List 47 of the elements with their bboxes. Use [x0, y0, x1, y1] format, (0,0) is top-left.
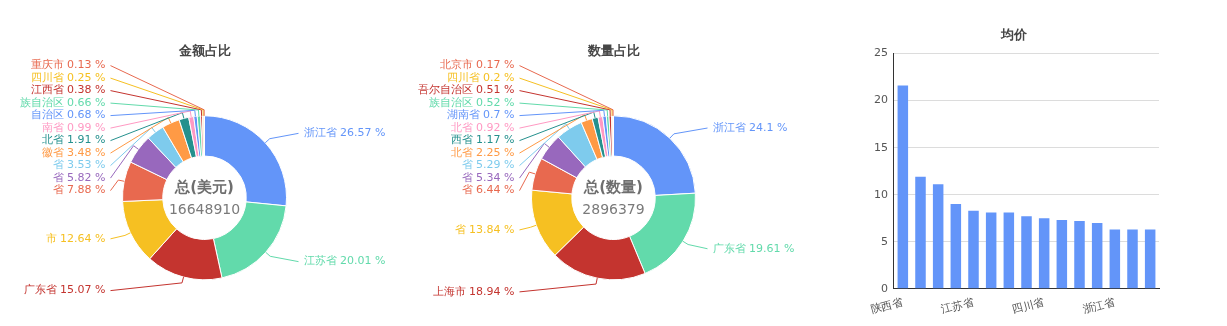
slice-label: 省 5.29 %	[461, 158, 515, 172]
slice-label: 浙江省 24.1 %	[712, 120, 788, 134]
chart-title: 均价	[999, 27, 1028, 43]
slice-label: 徽省 3.48 %	[41, 145, 106, 159]
slice-label: 北京市 0.17 %	[439, 58, 515, 72]
slice-label: 北省 1.91 %	[41, 133, 106, 147]
y-tick-label: 10	[874, 187, 888, 201]
slice-label: 江苏省 20.01 %	[303, 254, 386, 268]
slice-label: 省 3.53 %	[52, 158, 106, 172]
chart-title: 数量占比	[586, 43, 640, 59]
slice-label: 吾尔自治区 0.51 %	[417, 83, 515, 97]
slice-label: 西省 1.17 %	[450, 133, 515, 147]
slice-label: 省 5.34 %	[461, 170, 515, 184]
slice-label: 省 5.82 %	[52, 170, 106, 184]
slice-label: 江西省 0.38 %	[30, 83, 106, 97]
x-tick-label: 浙江省	[1081, 295, 1117, 317]
slice-label: 自治区 0.68 %	[30, 108, 106, 122]
slice-label: 族自治区 0.66 %	[19, 95, 106, 109]
slice-label: 广东省 19.61 %	[712, 241, 795, 255]
text: 总(数量)	[583, 177, 643, 196]
text: 2896379	[582, 201, 645, 218]
x-tick-label: 江苏省	[939, 295, 976, 317]
slice-label: 南省 0.99 %	[41, 120, 106, 134]
slice-label: 上海市 18.94 %	[432, 284, 515, 298]
slice-label: 重庆市 0.13 %	[30, 58, 106, 72]
text: 16648910	[168, 201, 241, 218]
x-tick-label: 四川省	[1010, 295, 1046, 317]
slice-label: 浙江省 26.57 %	[303, 126, 386, 140]
y-tick-label: 25	[874, 46, 888, 60]
y-tick-label: 0	[881, 281, 888, 295]
slice-label: 族自治区 0.52 %	[428, 95, 515, 109]
slice-label: 省 13.84 %	[454, 222, 515, 236]
chart-title: 金额占比	[177, 43, 231, 59]
slice-label: 四川省 0.2 %	[446, 70, 515, 84]
slice-label: 省 6.44 %	[461, 183, 515, 197]
x-tick-label: 陕西省	[869, 295, 905, 317]
slice-label: 省 7.88 %	[52, 183, 106, 197]
slice-label: 广东省 15.07 %	[23, 283, 106, 297]
y-tick-label: 15	[874, 140, 888, 154]
y-tick-label: 5	[881, 234, 888, 248]
slice-label: 湖南省 0.7 %	[446, 108, 515, 122]
y-tick-label: 20	[874, 93, 888, 107]
slice-label: 市 12.64 %	[45, 231, 106, 245]
slice-label: 北省 0.92 %	[450, 120, 515, 134]
text: 总(美元)	[174, 177, 234, 196]
slice-label: 四川省 0.25 %	[30, 70, 106, 84]
slice-label: 北省 2.25 %	[450, 145, 515, 159]
